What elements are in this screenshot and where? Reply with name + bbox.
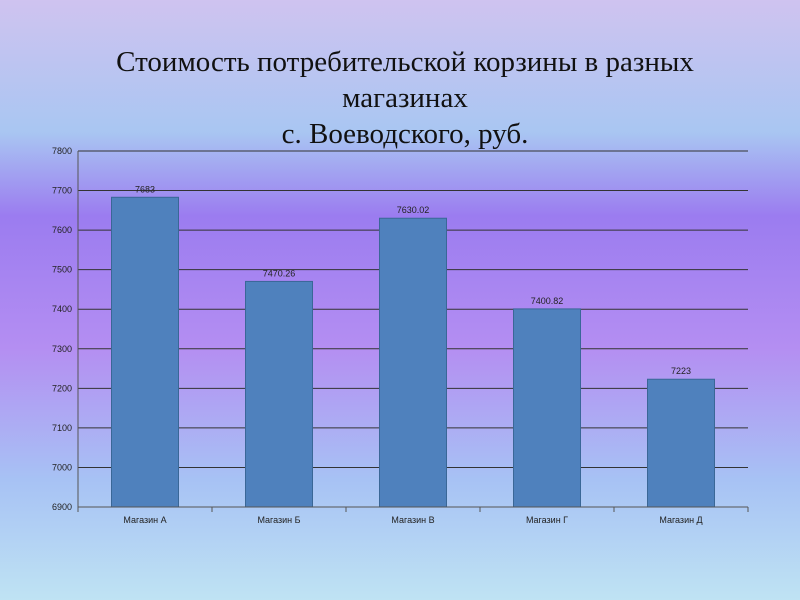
bar	[379, 217, 447, 508]
chart-title-line2: магазинах	[342, 82, 468, 114]
x-tick-label: Магазин В	[391, 515, 434, 525]
y-tick-label: 7200	[52, 383, 72, 393]
y-tick-label: 7700	[52, 186, 72, 196]
y-tick-label: 7100	[52, 423, 72, 433]
bars	[111, 196, 715, 508]
labels: 6900 7000 7100 7200 7300 7400 7500 7600 7700 7800…	[52, 146, 703, 525]
y-tick-label: 6900	[52, 502, 72, 512]
chart-title-line3: с. Воеводского, руб.	[281, 118, 529, 150]
data-label: 7630.02	[397, 205, 430, 215]
data-label: 7223	[671, 366, 691, 376]
y-tick-label: 7800	[52, 146, 72, 156]
axes	[77, 151, 749, 512]
x-tick-label: Магазин Г	[526, 515, 568, 525]
chart-title: Стоимость потребительской корзины в разн…	[60, 44, 750, 152]
bar	[513, 308, 581, 508]
y-tick-label: 7500	[52, 265, 72, 275]
x-tick-label: Магазин Д	[659, 515, 702, 525]
y-tick-label: 7400	[52, 304, 72, 314]
data-label: 7683	[135, 184, 155, 194]
y-tick-label: 7000	[52, 462, 72, 472]
y-tick-label: 7600	[52, 225, 72, 235]
bar	[111, 196, 179, 508]
y-tick-label: 7300	[52, 344, 72, 354]
x-tick-label: Магазин Б	[257, 515, 300, 525]
data-label: 7470.26	[263, 268, 296, 278]
data-label: 7400.82	[531, 296, 564, 306]
x-tick-label: Магазин А	[123, 515, 166, 525]
chart-title-line1: Стоимость потребительской корзины в разн…	[116, 46, 694, 78]
bar	[647, 378, 715, 508]
bar	[245, 280, 313, 508]
